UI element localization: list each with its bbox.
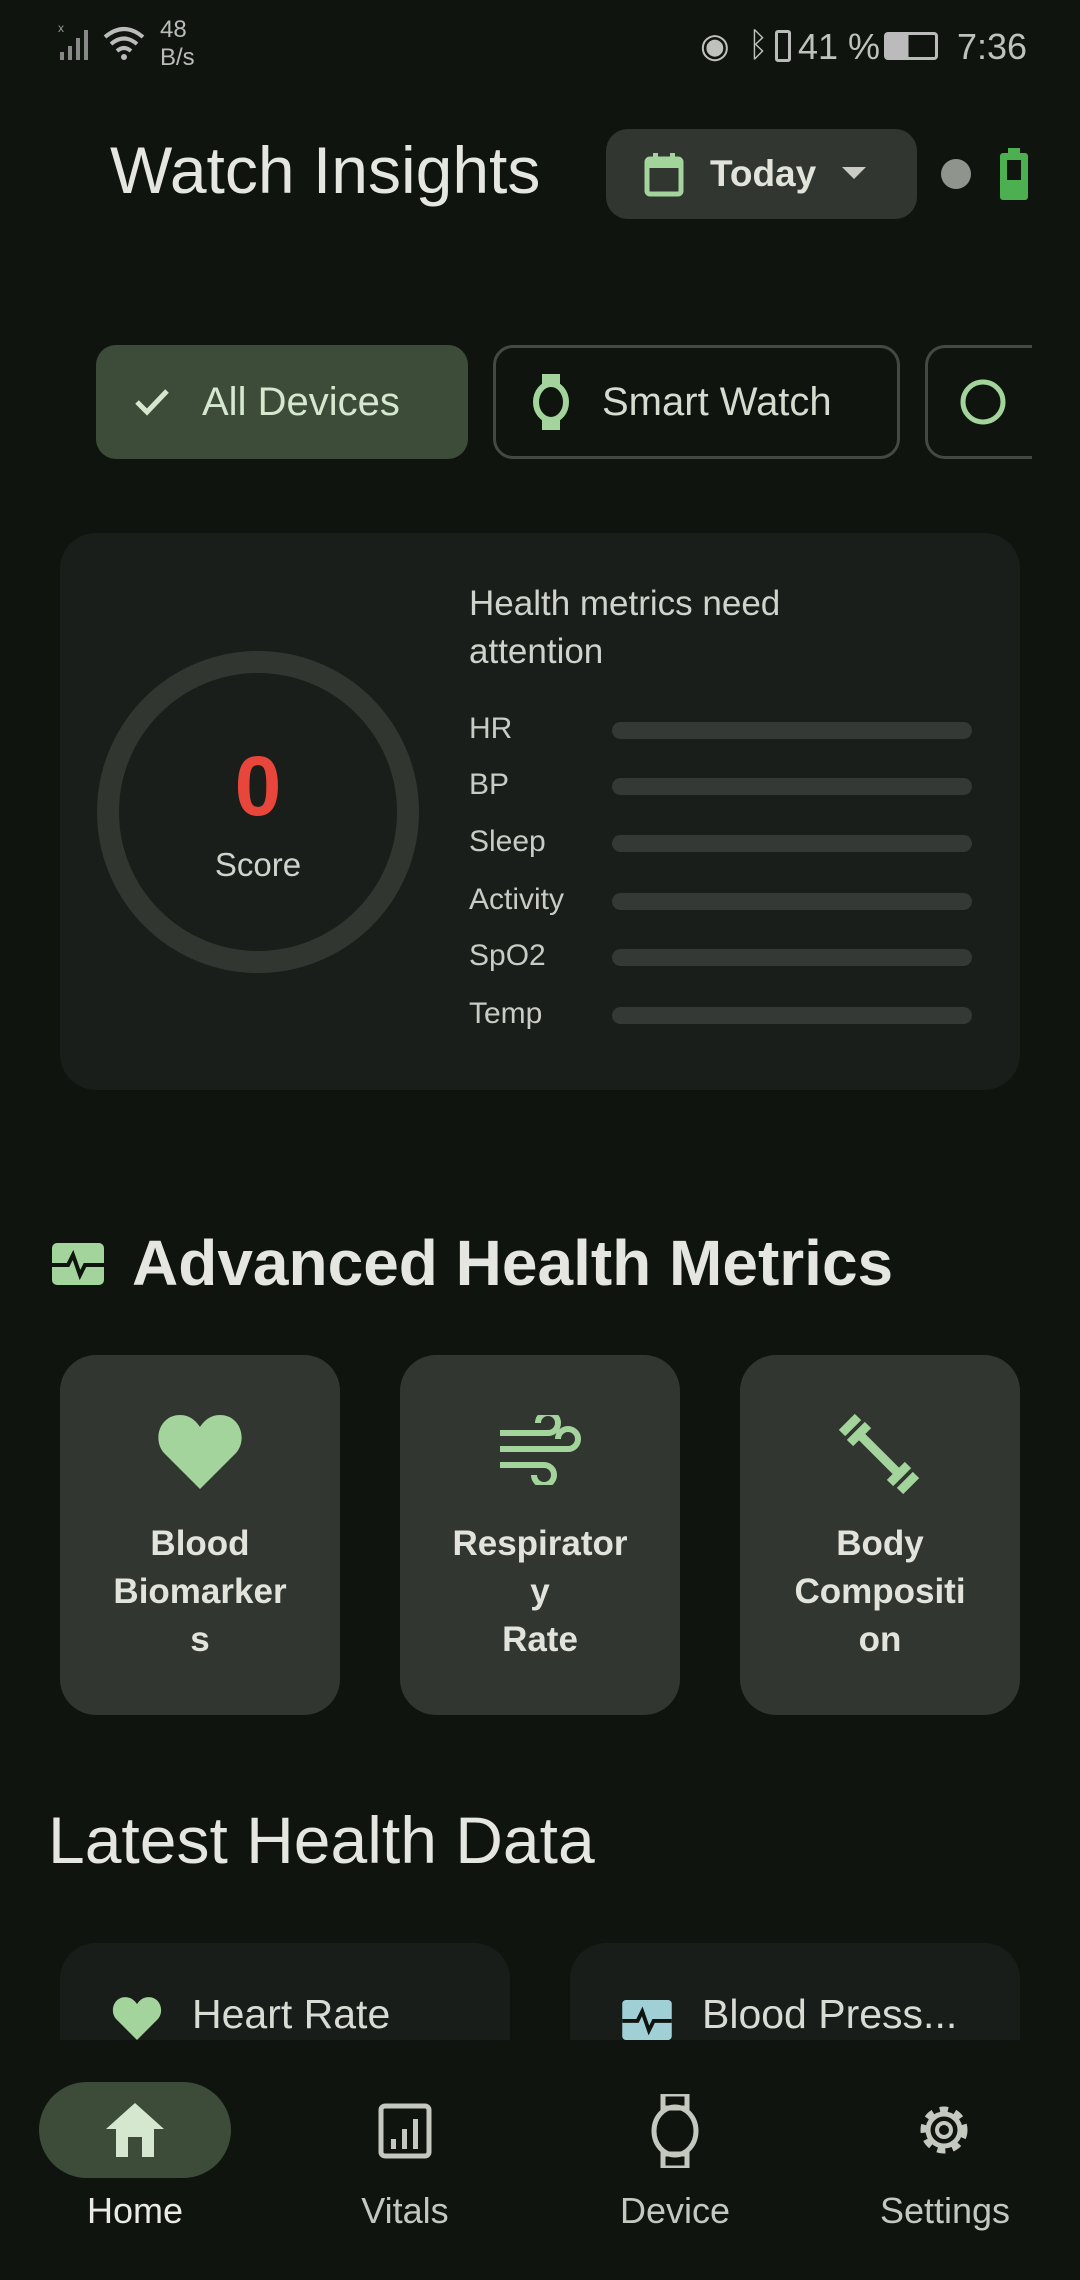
card-blood-pressure[interactable]: Blood Press... [570,1943,1020,2040]
metric-label: SpO2 [469,939,546,972]
metric-bar [612,722,972,739]
chip-label: Smart Watch [602,379,832,424]
metric-bar [612,778,972,795]
heart-icon [158,1415,242,1489]
nav-label-home[interactable]: Home [86,2190,184,2231]
circle-icon [960,379,1006,425]
watch-icon [651,2094,699,2168]
bluetooth-icon: ᛒ [748,26,769,64]
status-bar: x 48 B/s ◉ ᛒ 41 % 7:36 [0,0,1080,90]
metric-label: Sleep [469,825,546,858]
section-title-latest: Latest Health Data [48,1803,595,1877]
battery-icon [1000,148,1028,200]
watch-icon [533,374,569,430]
metric-bar [612,1007,972,1024]
wind-icon [500,1415,581,1485]
page-title: Watch Insights [110,133,541,207]
card-label: Heart Rate [192,1991,391,2037]
svg-text:x: x [58,22,64,35]
tile-blood-biomarkers[interactable]: Blood Biomarker s [60,1355,340,1715]
gear-icon [920,2106,968,2154]
nav-label-vitals[interactable]: Vitals [361,2190,449,2231]
monitor-heart-icon [622,2000,672,2040]
vitals-icon [378,2103,432,2159]
card-label: Blood Press... [702,1991,958,2037]
connection-status-dot [941,159,971,189]
home-icon [106,2103,164,2157]
score-ring [97,651,419,973]
metric-bar [612,835,972,852]
score-label: Score [214,846,302,883]
battery-percent: 41 % [798,26,881,67]
section-title-advanced: Advanced Health Metrics [132,1227,894,1299]
wifi-icon [103,27,145,60]
dumbbell-icon [838,1413,920,1495]
score-message: Health metrics need attention [469,584,781,671]
net-speed-value: 48 [160,16,187,43]
monitor-heart-icon [52,1243,104,1285]
nav-label-settings[interactable]: Settings [879,2190,1011,2231]
tile-label: Respirator y Rate [452,1524,628,1659]
tile-label: Blood Biomarker s [113,1524,287,1659]
date-filter-dropdown[interactable]: Today [606,129,917,219]
signal-icon: x [58,22,88,60]
charging-battery-icon [884,32,938,60]
card-heart-rate[interactable]: Heart Rate [60,1943,510,2040]
metric-label: Activity [469,883,565,916]
dropdown-arrow-icon [842,167,867,179]
metric-bar [612,893,972,910]
net-speed-unit: B/s [160,44,195,71]
heart-icon [112,1997,162,2040]
nav-label-device[interactable]: Device [619,2190,731,2231]
check-icon [135,389,169,416]
tile-respiratory-rate[interactable]: Respirator y Rate [400,1355,680,1715]
tile-label: Body Compositi on [794,1524,966,1659]
chip-label: All Devices [202,379,400,424]
metric-label: HR [469,712,513,745]
clock: 7:36 [957,26,1028,67]
health-score-card [60,533,1020,1090]
date-filter-label: Today [710,153,817,194]
net-speed: 48 B/s [160,16,195,72]
chip-other-device[interactable] [925,345,1032,459]
metric-bar [612,949,972,966]
chip-all-devices[interactable]: All Devices [96,345,468,459]
battery-small-icon [775,30,791,62]
calendar-icon [644,153,684,197]
metric-label: Temp [469,997,543,1030]
chip-smart-watch[interactable]: Smart Watch [493,345,900,459]
metric-label: BP [469,768,510,801]
tile-body-composition[interactable]: Body Compositi on [740,1355,1020,1715]
eye-icon: ◉ [700,27,730,65]
score-value: 0 [234,739,282,833]
